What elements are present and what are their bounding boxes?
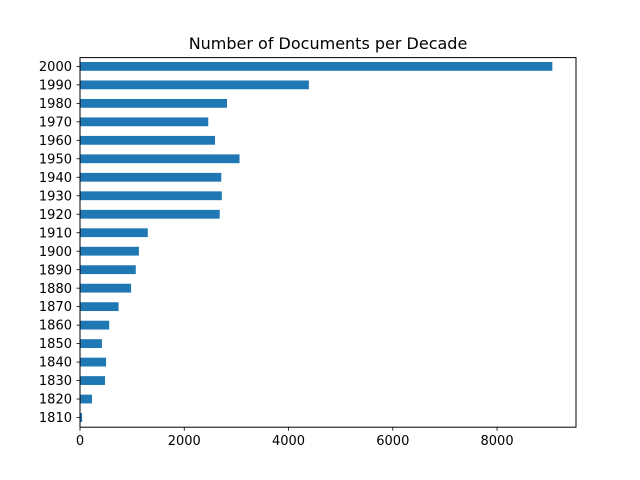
y-tick-label: 1990: [39, 78, 72, 93]
bar-1970: [80, 117, 209, 127]
chart-title: Number of Documents per Decade: [189, 34, 468, 53]
bar-1950: [80, 154, 240, 164]
y-tick-label: 1860: [39, 319, 72, 334]
bar-1880: [80, 283, 132, 293]
y-tick-label: 1810: [39, 411, 72, 426]
y-tick-label: 1890: [39, 263, 72, 278]
bar-1900: [80, 246, 139, 256]
x-tick-label: 8000: [481, 434, 514, 449]
bar-1820: [80, 394, 92, 404]
bar-1940: [80, 172, 222, 182]
bar-1840: [80, 357, 107, 367]
y-tick-label: 1950: [39, 152, 72, 167]
bar-1850: [80, 339, 102, 348]
y-tick-label: 1820: [39, 393, 72, 408]
x-tick-label: 6000: [376, 434, 409, 449]
y-tick-label: 1850: [39, 337, 72, 352]
y-tick-label: 1920: [39, 208, 72, 223]
y-tick-label: 1900: [39, 245, 72, 260]
bar-1980: [80, 98, 228, 108]
y-tick-label: 1870: [39, 300, 72, 315]
y-tick-label: 1930: [39, 189, 72, 204]
bar-1860: [80, 320, 110, 330]
bar-1930: [80, 191, 222, 201]
y-tick-label: 1880: [39, 282, 72, 297]
bar-1890: [80, 265, 136, 275]
bar-1990: [80, 80, 309, 90]
y-tick-label: 1970: [39, 115, 72, 130]
bar-1960: [80, 135, 216, 145]
y-tick-label: 1910: [39, 226, 72, 241]
bar-1870: [80, 302, 119, 312]
y-axis-ticks: 1810 1820 1830 1840 1850 1860 1870 1880 1890 1900…: [39, 60, 80, 426]
bar-1920: [80, 209, 220, 219]
y-tick-label: 1830: [39, 374, 72, 389]
bar-1910: [80, 228, 148, 238]
bar-1810: [80, 413, 83, 422]
y-tick-label: 1940: [39, 171, 72, 186]
bar-1830: [80, 376, 106, 385]
x-tick-label: 4000: [272, 434, 305, 449]
bars-group: [80, 62, 553, 422]
x-axis-ticks: 0 2000 4000 6000 8000: [76, 427, 514, 449]
y-tick-label: 1960: [39, 134, 72, 149]
y-tick-label: 2000: [39, 60, 72, 75]
y-tick-label: 1980: [39, 97, 72, 112]
x-tick-label: 2000: [168, 434, 201, 449]
x-tick-label: 0: [76, 434, 84, 449]
y-tick-label: 1840: [39, 356, 72, 371]
bar-2000: [80, 62, 553, 71]
plot-frame: [79, 57, 577, 428]
